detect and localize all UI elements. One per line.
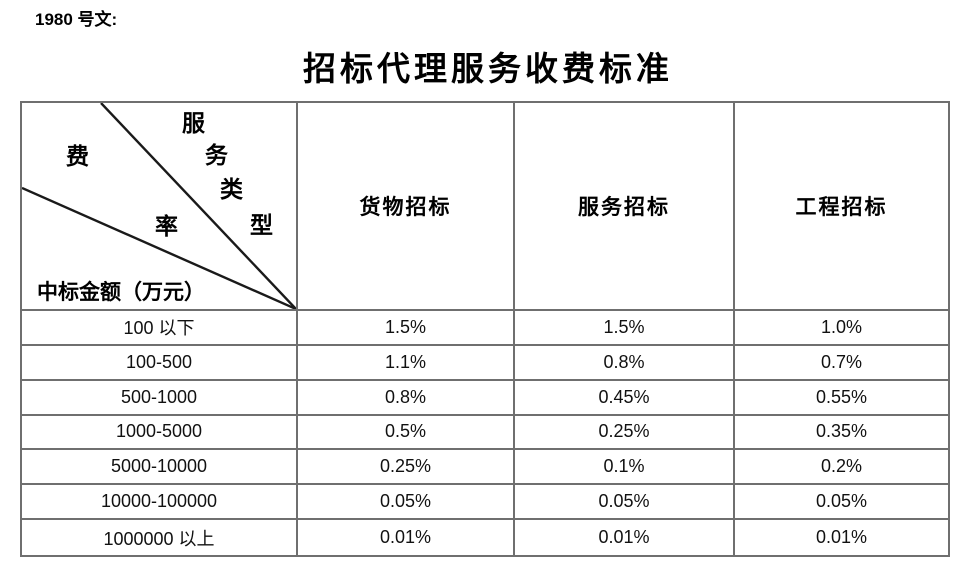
row-amount: 1000000 以上 (22, 520, 298, 555)
row-amount: 1000-5000 (22, 415, 298, 451)
cell-goods-rate: 1.1% (298, 345, 515, 381)
cell-service-rate: 0.1% (515, 450, 735, 486)
cell-goods-rate: 0.01% (298, 520, 515, 555)
cell-goods-rate: 1.5% (298, 311, 515, 346)
cell-engineering-rate: 0.2% (735, 450, 948, 486)
corner-type-char-1: 服 (182, 111, 205, 136)
cell-service-rate: 0.01% (515, 520, 735, 555)
corner-rate-char-2: 率 (155, 214, 178, 239)
column-header-engineering: 工程招标 (735, 103, 948, 311)
column-header-service: 服务招标 (515, 103, 735, 311)
cell-service-rate: 0.8% (515, 345, 735, 381)
cell-engineering-rate: 0.01% (815, 527, 868, 548)
corner-type-char-4: 型 (250, 213, 273, 238)
fee-standard-table: 服 务 类 型 费 率 中标金额（万元） 货物招标 服务招标 工程招标 100 … (20, 101, 950, 557)
cell-service-rate: 0.05% (515, 485, 735, 521)
cell-engineering-rate: 0.55% (735, 381, 948, 416)
cell-service-rate: 0.25% (515, 415, 735, 451)
row-amount: 500-1000 (22, 380, 298, 416)
cell-goods-rate: 0.25% (298, 450, 515, 486)
row-amount: 100 以下 (22, 311, 298, 346)
cell-engineering-rate: 1.0% (735, 311, 948, 346)
cell-goods-rate: 0.8% (298, 380, 515, 416)
cell-engineering-rate: 0.05% (735, 485, 948, 521)
doc-reference-label: 1980 号文: (35, 10, 118, 29)
row-amount: 100-500 (22, 345, 298, 381)
cell-goods-rate: 0.5% (298, 415, 515, 451)
diagonal-split-lines (22, 103, 296, 309)
cell-service-rate: 1.5% (515, 311, 735, 346)
corner-rate-char-1: 费 (66, 144, 89, 169)
cell-engineering-rate: 0.35% (735, 416, 948, 451)
cell-goods-rate: 0.05% (298, 485, 515, 521)
row-amount: 5000-10000 (22, 450, 298, 486)
column-header-goods: 货物招标 (298, 103, 515, 311)
corner-type-char-3: 类 (220, 177, 243, 202)
diagonal-header-cell: 服 务 类 型 费 率 中标金额（万元） (22, 103, 298, 311)
row-amount: 10000-100000 (22, 485, 298, 521)
cell-engineering-rate: 0.7% (735, 346, 948, 381)
corner-type-char-2: 务 (205, 143, 228, 168)
page-title: 招标代理服务收费标准 (303, 52, 673, 88)
corner-amount-label: 中标金额（万元） (37, 280, 205, 304)
cell-service-rate: 0.45% (515, 380, 735, 416)
